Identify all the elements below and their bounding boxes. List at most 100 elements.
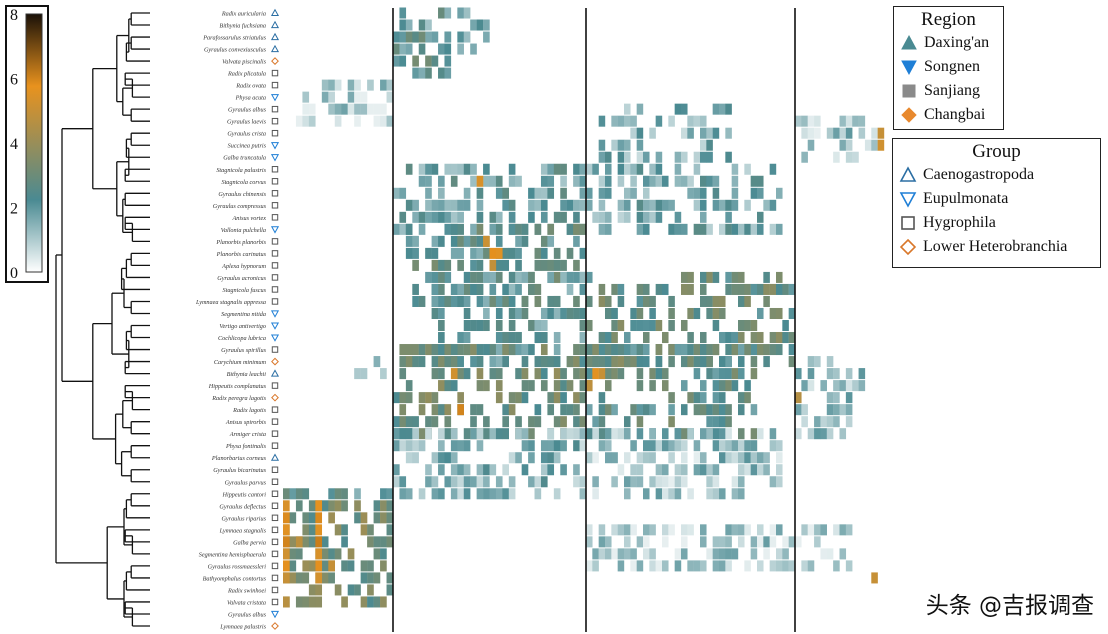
heatmap-cell [617,295,625,307]
heatmap-cell [662,332,669,344]
heatmap-cell [476,344,484,356]
heatmap-cell [418,295,426,307]
heatmap-cell [605,380,612,392]
heatmap-cell [308,524,316,536]
row-label: Planorbis carinatus [216,251,267,258]
heatmap-cell [399,476,407,488]
heatmap-cell [605,344,612,356]
heatmap-cell [547,223,555,235]
row-group-marker [271,69,279,77]
heatmap-cell [476,199,484,211]
heatmap-cell [521,223,529,235]
heatmap-cell [725,199,732,211]
region-legend-label: Songnen [924,58,980,75]
heatmap-cell [560,175,567,187]
heatmap-cell [463,31,471,43]
heatmap-cell [476,283,484,295]
heatmap-cell [573,295,580,307]
heatmap-cell [463,7,471,19]
row-label: Succinea putris [228,143,267,150]
heatmap-cell [418,344,426,356]
heatmap-cell [776,223,783,235]
heatmap-cell [636,452,644,464]
heatmap-cell [508,247,516,259]
heatmap-cell [712,368,720,380]
heatmap-cell [560,211,567,223]
heatmap-cell [617,548,625,560]
heatmap-cell [757,344,764,356]
heatmap-cell [495,223,503,235]
heatmap-cell [681,464,688,476]
row-label: Segmentina hemisphaerula [199,551,266,558]
heatmap-cell [515,452,522,464]
heatmap-cell [360,512,368,524]
heatmap-cell [788,344,796,356]
heatmap-cell [405,416,413,428]
heatmap-cell [425,476,432,488]
row-label: Valvata piscinalis [222,59,266,66]
heatmap-cell [858,380,866,392]
heatmap-cell [871,139,878,151]
heatmap-cell [553,259,561,271]
row-group-marker [271,393,279,402]
heatmap-cell [431,307,439,319]
heatmap-cell [547,404,555,416]
heatmap-cell [438,380,445,392]
heatmap-cell [738,344,745,356]
heatmap-cell [750,428,758,440]
heatmap-cell [592,488,599,500]
heatmap-cell [373,512,381,524]
heatmap-cell [431,199,439,211]
heatmap-cell [393,392,400,404]
heatmap-cell [489,271,497,283]
heatmap-cell [598,151,606,163]
heatmap-cell [495,235,503,247]
heatmap-cell [431,368,439,380]
heatmap-cell [839,428,847,440]
heatmap-cell [643,536,650,548]
heatmap-cell [731,283,739,295]
heatmap-cell [573,368,580,380]
row-label: Gyraulus parvus [225,479,267,486]
heatmap-cell [289,572,297,584]
heatmap-cell [321,548,329,560]
heatmap-cell [393,43,400,55]
heatmap-cell [763,271,770,283]
heatmap-cell [412,31,419,43]
heatmap-cell [438,271,445,283]
heatmap-cell [636,560,644,572]
heatmap-cell [681,524,688,536]
heatmap-cell [700,560,707,572]
heatmap-cell [489,464,497,476]
heatmap-cell [528,476,535,488]
heatmap-cell [431,344,439,356]
heatmap-cell [380,560,387,572]
heatmap-cell [662,524,669,536]
heatmap-cell [605,151,612,163]
heatmap-cell [693,560,701,572]
heatmap-cell [776,524,783,536]
heatmap-cell [826,368,834,380]
heatmap-cell [769,428,777,440]
heatmap-cell [674,488,682,500]
heatmap-cell [738,320,745,332]
heatmap-cell [624,476,631,488]
heatmap-cell [586,187,593,199]
heatmap-cell [560,416,567,428]
heatmap-cell [725,332,732,344]
heatmap-cell [463,332,471,344]
heatmap-cell [289,488,297,500]
heatmap-cell [483,31,490,43]
heatmap-cell [315,536,323,548]
row-label: Gyraulus riparius [221,515,266,522]
heatmap-cell [560,187,567,199]
heatmap-cell [521,235,529,247]
heatmap-cell [560,380,567,392]
heatmap-cell [655,163,663,175]
row-label: Radix plicatula [227,71,266,78]
heatmap-cell [470,259,477,271]
heatmap-cell [624,187,631,199]
heatmap-cell [463,235,471,247]
heatmap-cell [495,320,503,332]
heatmap-cell [693,452,701,464]
